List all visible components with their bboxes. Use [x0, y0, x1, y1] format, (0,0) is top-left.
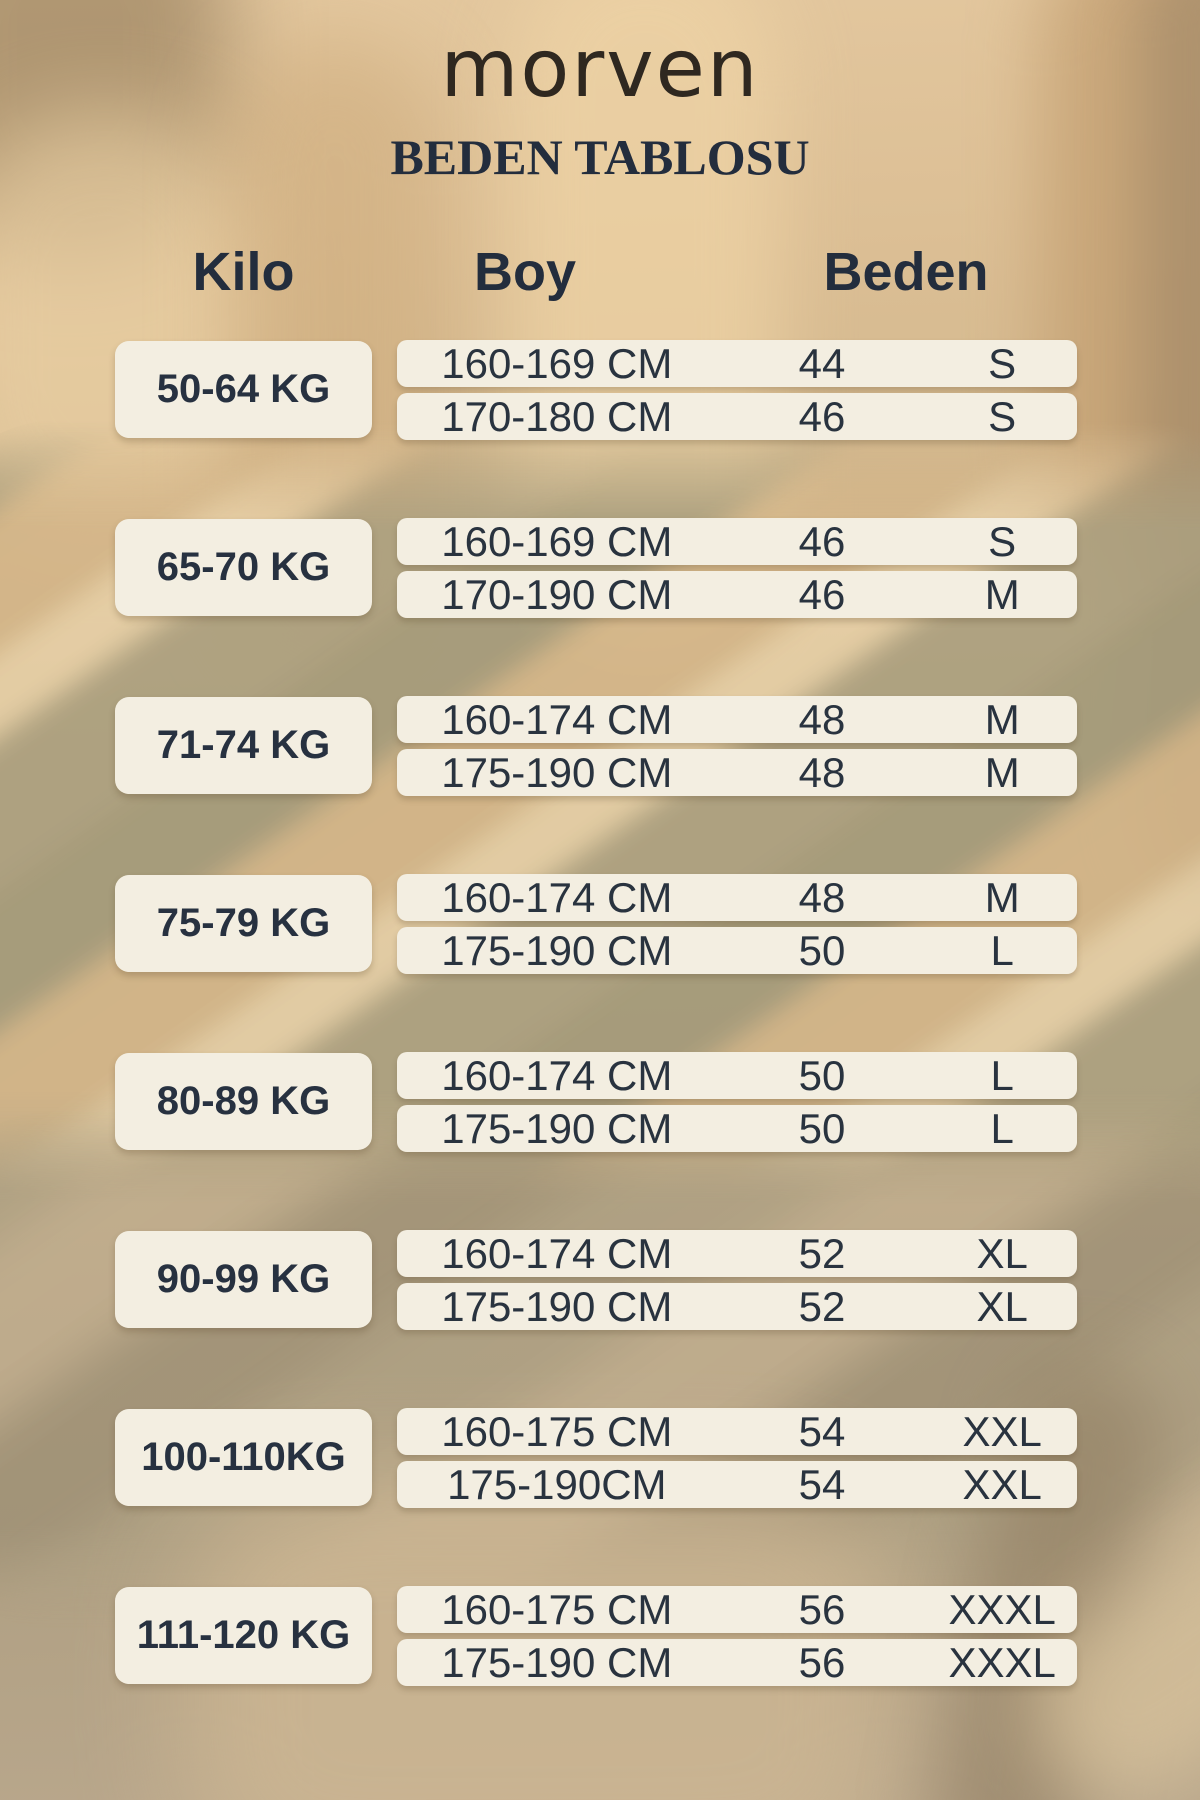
- kilo-label: 100-110KG: [115, 1409, 372, 1506]
- weight-group: 90-99 KG 160-174 CM 52 XL 175-190 CM 52 …: [115, 1230, 1077, 1330]
- size-number: 44: [798, 339, 846, 387]
- size-letter: M: [984, 695, 1020, 743]
- size-row: 160-175 CM 54 XXL: [397, 1408, 1077, 1455]
- group-rows: 160-174 CM 48 M 175-190 CM 48 M: [397, 696, 1077, 796]
- size-row: 175-190 CM 50 L: [397, 1105, 1077, 1152]
- height-range: 160-175 CM: [441, 1407, 673, 1455]
- kilo-label: 65-70 KG: [115, 519, 372, 616]
- size-row: 160-174 CM 48 M: [397, 874, 1077, 921]
- kilo-label: 71-74 KG: [115, 697, 372, 794]
- kilo-label: 75-79 KG: [115, 875, 372, 972]
- size-row: 175-190CM 54 XXL: [397, 1461, 1077, 1508]
- height-range: 175-190 CM: [441, 1638, 673, 1686]
- size-number: 56: [798, 1638, 846, 1686]
- size-number: 48: [798, 695, 846, 743]
- size-letter: S: [988, 392, 1017, 440]
- weight-group: 100-110KG 160-175 CM 54 XXL 175-190CM 54…: [115, 1408, 1077, 1508]
- group-rows: 160-175 CM 54 XXL 175-190CM 54 XXL: [397, 1408, 1077, 1508]
- size-number: 54: [798, 1460, 846, 1508]
- size-number: 52: [798, 1229, 846, 1277]
- height-range: 170-180 CM: [441, 392, 673, 440]
- column-header-kilo: Kilo: [192, 242, 295, 302]
- height-range: 175-190 CM: [441, 926, 673, 974]
- brand-logo: morven: [440, 22, 760, 115]
- weight-group: 111-120 KG 160-175 CM 56 XXXL 175-190 CM…: [115, 1586, 1077, 1686]
- size-letter: XL: [976, 1282, 1028, 1330]
- height-range: 160-174 CM: [441, 873, 673, 921]
- kilo-label: 90-99 KG: [115, 1231, 372, 1328]
- size-row: 160-169 CM 44 S: [397, 340, 1077, 387]
- size-row: 160-175 CM 56 XXXL: [397, 1586, 1077, 1633]
- size-letter: M: [984, 570, 1020, 618]
- weight-group: 80-89 KG 160-174 CM 50 L 175-190 CM 50 L: [115, 1052, 1077, 1152]
- column-header-boy: Boy: [473, 242, 576, 302]
- page-title: BEDEN TABLOSU: [390, 129, 810, 185]
- group-rows: 160-174 CM 52 XL 175-190 CM 52 XL: [397, 1230, 1077, 1330]
- size-letter: L: [990, 1051, 1014, 1099]
- kilo-label: 50-64 KG: [115, 341, 372, 438]
- size-row: 160-174 CM 50 L: [397, 1052, 1077, 1099]
- size-letter: L: [990, 1104, 1014, 1152]
- size-number: 52: [798, 1282, 846, 1330]
- size-number: 46: [798, 392, 846, 440]
- height-range: 160-169 CM: [441, 517, 673, 565]
- size-letter: XXXL: [948, 1638, 1056, 1686]
- size-number: 48: [798, 873, 846, 921]
- height-range: 175-190 CM: [441, 748, 673, 796]
- weight-group: 50-64 KG 160-169 CM 44 S 170-180 CM 46 S: [115, 340, 1077, 440]
- group-rows: 160-174 CM 48 M 175-190 CM 50 L: [397, 874, 1077, 974]
- height-range: 160-169 CM: [441, 339, 673, 387]
- size-row: 170-180 CM 46 S: [397, 393, 1077, 440]
- size-letter: M: [984, 873, 1020, 921]
- height-range: 170-190 CM: [441, 570, 673, 618]
- group-rows: 160-174 CM 50 L 175-190 CM 50 L: [397, 1052, 1077, 1152]
- size-letter: S: [988, 517, 1017, 565]
- size-number: 48: [798, 748, 846, 796]
- group-rows: 160-169 CM 46 S 170-190 CM 46 M: [397, 518, 1077, 618]
- height-range: 160-174 CM: [441, 695, 673, 743]
- group-rows: 160-175 CM 56 XXXL 175-190 CM 56 XXXL: [397, 1586, 1077, 1686]
- size-letter: M: [984, 748, 1020, 796]
- weight-group: 71-74 KG 160-174 CM 48 M 175-190 CM 48 M: [115, 696, 1077, 796]
- size-number: 50: [798, 1104, 846, 1152]
- kilo-label: 80-89 KG: [115, 1053, 372, 1150]
- weight-group: 75-79 KG 160-174 CM 48 M 175-190 CM 50 L: [115, 874, 1077, 974]
- column-header-beden: Beden: [823, 242, 989, 302]
- size-letter: L: [990, 926, 1014, 974]
- table-header-row: Kilo Boy Beden: [0, 242, 1200, 302]
- size-row: 175-190 CM 52 XL: [397, 1283, 1077, 1330]
- size-letter: XXL: [962, 1407, 1042, 1455]
- size-letter: XL: [976, 1229, 1028, 1277]
- size-number: 50: [798, 926, 846, 974]
- kilo-label: 111-120 KG: [115, 1587, 372, 1684]
- height-range: 160-175 CM: [441, 1585, 673, 1633]
- size-letter: S: [988, 339, 1017, 387]
- size-letter: XXL: [962, 1460, 1042, 1508]
- size-letter: XXXL: [948, 1585, 1056, 1633]
- height-range: 175-190 CM: [441, 1104, 673, 1152]
- size-row: 175-190 CM 48 M: [397, 749, 1077, 796]
- height-range: 175-190CM: [447, 1460, 667, 1508]
- weight-group: 65-70 KG 160-169 CM 46 S 170-190 CM 46 M: [115, 518, 1077, 618]
- group-rows: 160-169 CM 44 S 170-180 CM 46 S: [397, 340, 1077, 440]
- height-range: 175-190 CM: [441, 1282, 673, 1330]
- size-number: 46: [798, 517, 846, 565]
- size-row: 170-190 CM 46 M: [397, 571, 1077, 618]
- size-row: 175-190 CM 50 L: [397, 927, 1077, 974]
- size-row: 160-174 CM 52 XL: [397, 1230, 1077, 1277]
- size-number: 46: [798, 570, 846, 618]
- size-number: 50: [798, 1051, 846, 1099]
- size-row: 160-169 CM 46 S: [397, 518, 1077, 565]
- size-row: 160-174 CM 48 M: [397, 696, 1077, 743]
- height-range: 160-174 CM: [441, 1229, 673, 1277]
- size-row: 175-190 CM 56 XXXL: [397, 1639, 1077, 1686]
- size-number: 56: [798, 1585, 846, 1633]
- height-range: 160-174 CM: [441, 1051, 673, 1099]
- size-table: 50-64 KG 160-169 CM 44 S 170-180 CM 46 S…: [115, 340, 1077, 1764]
- size-number: 54: [798, 1407, 846, 1455]
